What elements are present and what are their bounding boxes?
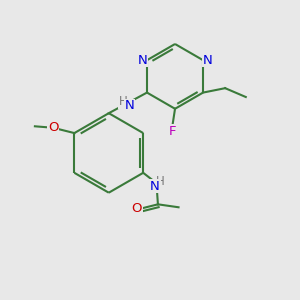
Text: N: N — [125, 99, 135, 112]
Text: N: N — [150, 180, 160, 193]
Text: F: F — [168, 125, 176, 138]
Text: O: O — [48, 121, 58, 134]
Text: O: O — [131, 202, 142, 215]
Text: H: H — [118, 95, 127, 108]
Text: N: N — [202, 54, 212, 67]
Text: N: N — [138, 54, 147, 67]
Text: H: H — [156, 175, 164, 188]
